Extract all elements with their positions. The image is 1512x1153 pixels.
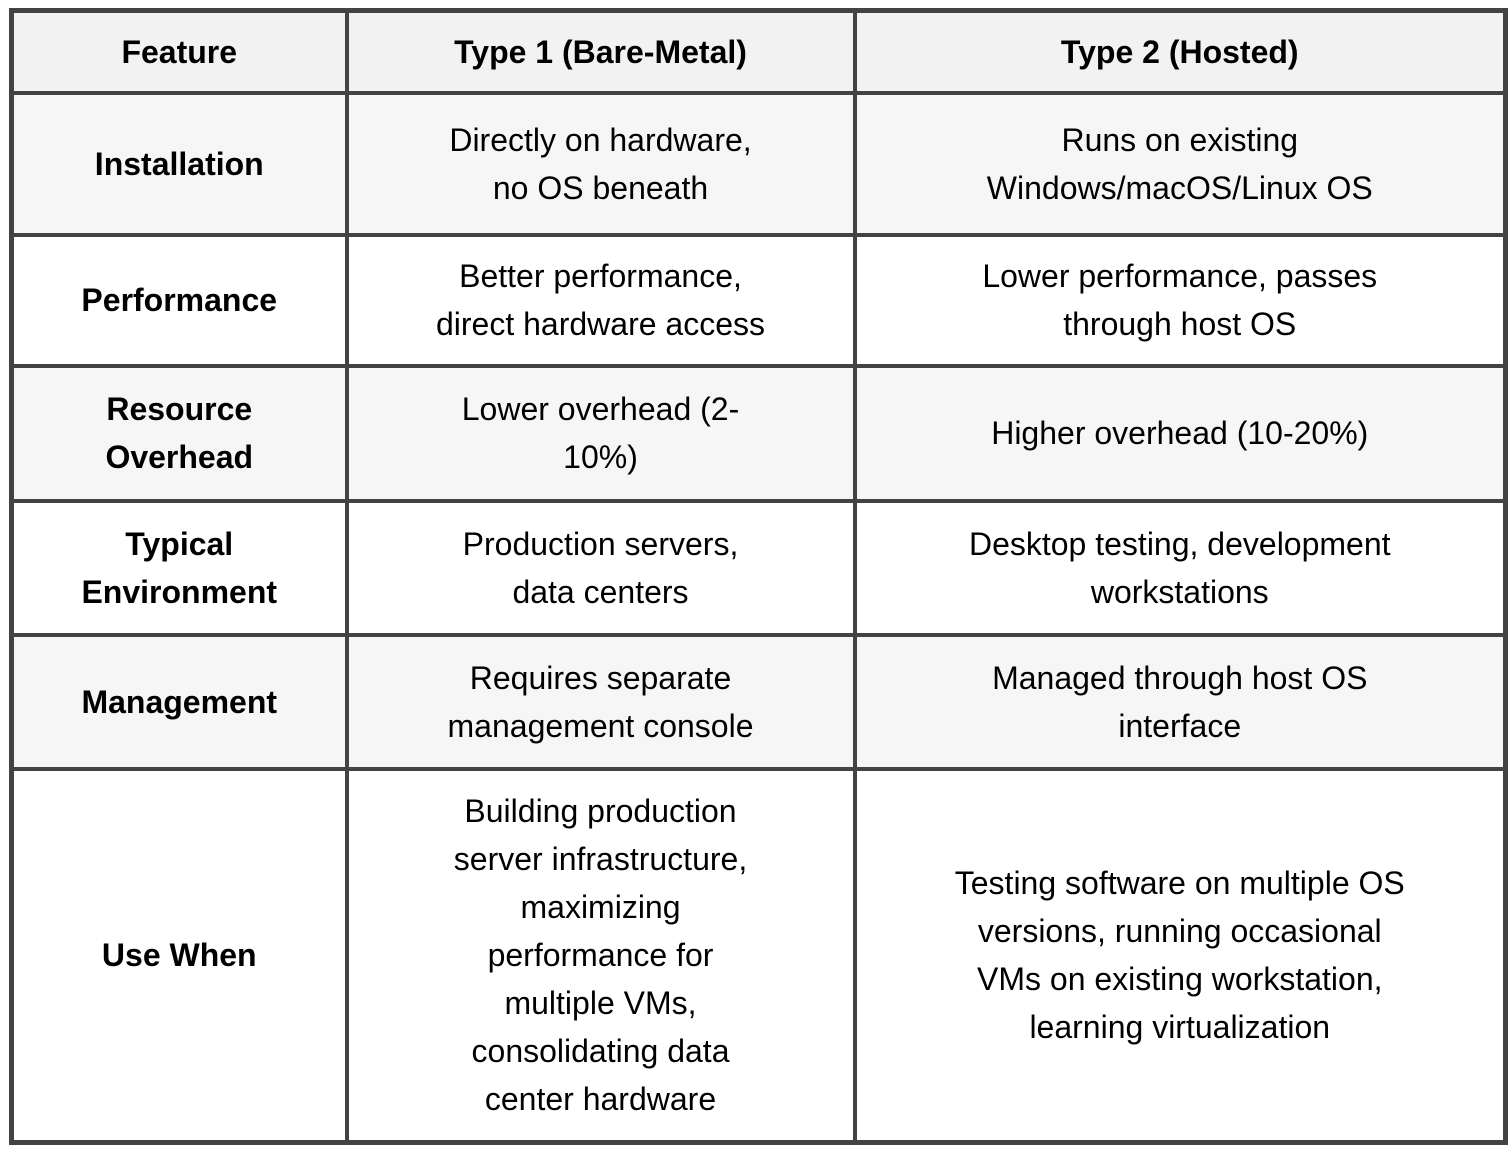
- feature-label-typical-environment: Typical Environment: [9, 498, 349, 637]
- cell-installation-type1: Directly on hardware, no OS beneath: [344, 90, 857, 237]
- table-row-use-when: Use When Building production server infr…: [9, 766, 1508, 1145]
- table-header: Feature Type 1 (Bare-Metal) Type 2 (Host…: [9, 8, 1508, 95]
- hypervisor-comparison-table: Feature Type 1 (Bare-Metal) Type 2 (Host…: [9, 8, 1508, 1145]
- cell-typical-environment-type2: Desktop testing, development workstation…: [852, 498, 1508, 637]
- header-cell-type1: Type 1 (Bare-Metal): [344, 8, 857, 95]
- cell-installation-type2: Runs on existing Windows/macOS/Linux OS: [852, 90, 1508, 237]
- table-row-performance: Performance Better performance, direct h…: [9, 232, 1508, 368]
- header-cell-type2: Type 2 (Hosted): [852, 8, 1508, 95]
- feature-label-installation: Installation: [9, 90, 349, 237]
- cell-use-when-type2: Testing software on multiple OS versions…: [852, 766, 1508, 1145]
- table-body: Installation Directly on hardware, no OS…: [9, 90, 1508, 1145]
- cell-management-type1: Requires separate management console: [344, 632, 857, 771]
- cell-management-type2: Managed through host OS interface: [852, 632, 1508, 771]
- feature-label-performance: Performance: [9, 232, 349, 368]
- header-cell-feature: Feature: [9, 8, 349, 95]
- cell-use-when-type1: Building production server infrastructur…: [344, 766, 857, 1145]
- feature-label-use-when: Use When: [9, 766, 349, 1145]
- table-row-management: Management Requires separate management …: [9, 632, 1508, 771]
- cell-resource-overhead-type1: Lower overhead (2- 10%): [344, 363, 857, 503]
- header-row: Feature Type 1 (Bare-Metal) Type 2 (Host…: [9, 8, 1508, 95]
- table-row-resource-overhead: Resource Overhead Lower overhead (2- 10%…: [9, 363, 1508, 503]
- table-row-installation: Installation Directly on hardware, no OS…: [9, 90, 1508, 237]
- cell-resource-overhead-type2: Higher overhead (10-20%): [852, 363, 1508, 503]
- cell-performance-type1: Better performance, direct hardware acce…: [344, 232, 857, 368]
- feature-label-management: Management: [9, 632, 349, 771]
- feature-label-resource-overhead: Resource Overhead: [9, 363, 349, 503]
- cell-typical-environment-type1: Production servers, data centers: [344, 498, 857, 637]
- cell-performance-type2: Lower performance, passes through host O…: [852, 232, 1508, 368]
- table-row-typical-environment: Typical Environment Production servers, …: [9, 498, 1508, 637]
